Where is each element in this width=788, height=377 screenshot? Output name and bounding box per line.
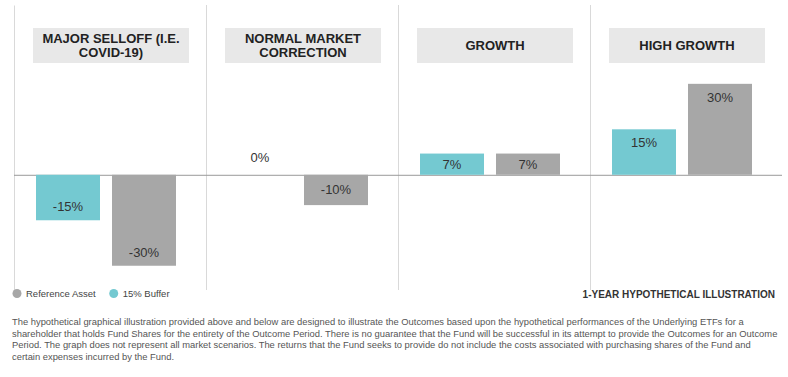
footnote: The hypothetical graphical illustration … [12,316,780,362]
legend-label: Reference Asset [26,288,96,299]
data-label: 30% [707,90,733,105]
chart-svg: MAJOR SELLOFF (I.E.COVID-19) NORMAL MARKE… [0,0,788,310]
legend-marker [109,289,118,298]
bar [228,174,292,175]
panel-title: HIGH GROWTH [639,38,734,53]
bar [304,175,368,205]
data-label: -30% [129,245,160,260]
bar [112,175,176,266]
panel-divider [206,5,207,290]
data-label: 7% [519,157,538,172]
y-axis [14,6,782,291]
y-axis-line [14,6,15,291]
data-label: 15% [631,135,657,150]
bar [612,129,676,174]
bar [688,84,752,175]
header-box [609,28,765,63]
legend-marker [13,289,22,298]
legend-item: Reference Asset [13,288,97,299]
legend: Reference Asset 15% Buffer [13,288,170,299]
bar [496,154,560,175]
panel-headers: MAJOR SELLOFF (I.E.COVID-19) NORMAL MARKE… [33,28,765,63]
legend-label: 15% Buffer [123,288,170,299]
panel-divider [590,5,591,290]
bar [36,175,100,220]
header-box [33,28,189,63]
panel-title: GROWTH [465,38,524,53]
panel-title: NORMAL MARKETCORRECTION [245,31,361,60]
subtitle: 1-YEAR HYPOTHETICAL ILLUSTRATION [583,289,775,300]
chart-container: MAJOR SELLOFF (I.E.COVID-19) NORMAL MARKE… [0,0,788,377]
data-labels: -15% 0% 7% 15% -30% -10% 7% 30% [53,90,734,260]
panel-title: MAJOR SELLOFF (I.E.COVID-19) [42,31,179,60]
header-box [417,28,573,63]
data-label: 7% [443,157,462,172]
legend-item: 15% Buffer [109,288,169,299]
data-label: -10% [321,182,352,197]
bar [420,154,484,175]
data-label: -15% [53,199,84,214]
panel-divider [398,5,399,290]
data-label: 0% [251,150,270,165]
bars [36,84,752,266]
header-box [225,28,381,63]
